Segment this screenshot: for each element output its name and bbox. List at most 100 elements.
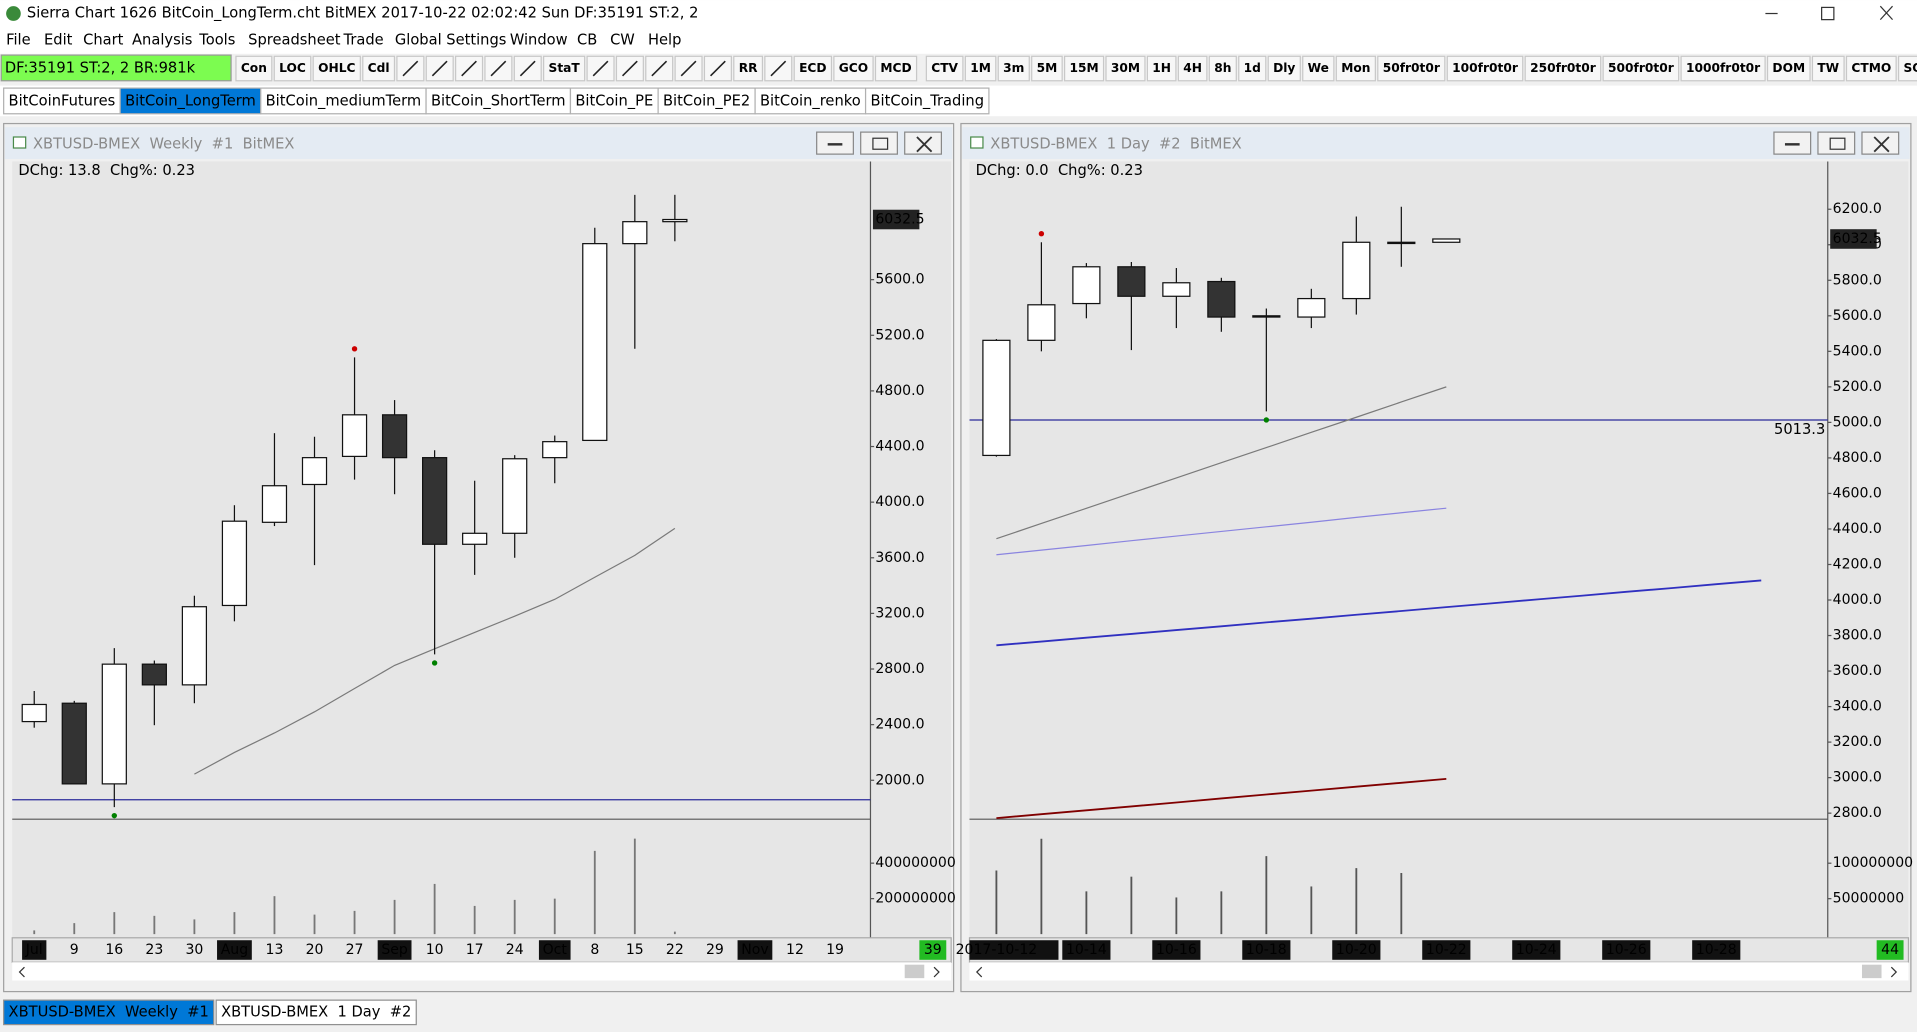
toolbar-button-label: 4H <box>1183 61 1202 75</box>
toolbar-button[interactable] <box>733 55 764 82</box>
date-label: 10 <box>426 942 444 958</box>
icon-glyph <box>592 60 609 77</box>
scroll-arrow-left[interactable] <box>975 966 983 978</box>
window-button[interactable] <box>816 131 854 155</box>
date-label: Nov <box>741 942 768 958</box>
chartbook-tab[interactable] <box>119 87 262 115</box>
scroll-arrow-right[interactable] <box>933 966 940 978</box>
toolbar-button[interactable] <box>997 55 1030 82</box>
window-button[interactable] <box>860 131 898 155</box>
menu-bar <box>0 26 1917 54</box>
scroll-thumb[interactable] <box>904 964 925 979</box>
menu-item[interactable]: Global Settings <box>395 31 507 48</box>
scroll-arrow-left[interactable] <box>18 966 25 978</box>
toolbar-button[interactable] <box>1238 55 1267 82</box>
toolbar-button-label: MCD <box>880 61 911 75</box>
icon-button[interactable] <box>645 55 674 82</box>
toolbar-button[interactable] <box>1602 55 1680 82</box>
toolbar-button[interactable] <box>1146 55 1177 82</box>
toolbar-button-label: Mon <box>1341 61 1370 75</box>
menu-item[interactable]: CB <box>577 31 597 48</box>
y-tick-label: 3400.0 <box>1833 699 1882 715</box>
menu-item[interactable]: Trade <box>343 31 384 48</box>
candle-body <box>381 414 408 459</box>
toolbar-button[interactable] <box>1377 55 1446 82</box>
chartbook-tab[interactable] <box>754 87 867 115</box>
toolbar-button[interactable] <box>1811 55 1845 82</box>
toolbar-button[interactable] <box>964 55 997 82</box>
toolbar-button[interactable] <box>1105 55 1146 82</box>
toolbar-button[interactable] <box>1267 55 1301 82</box>
study-line <box>996 579 1762 647</box>
toolbar-button[interactable] <box>1524 55 1602 82</box>
icon-glyph <box>461 60 477 77</box>
menu-item[interactable]: File <box>6 31 31 48</box>
toolbar-button[interactable] <box>1302 55 1335 82</box>
y-tick-label: 4000.0 <box>875 494 924 510</box>
restore-button[interactable] <box>1821 6 1835 21</box>
toolbar-button[interactable] <box>874 55 918 82</box>
chartbook-tab[interactable] <box>657 87 756 115</box>
toolbar-button[interactable] <box>273 55 312 82</box>
toolbar-button[interactable] <box>362 55 396 82</box>
chart-header <box>4 127 953 160</box>
scrollbar[interactable] <box>969 962 1909 981</box>
toolbar-button[interactable] <box>1031 55 1063 82</box>
chart-info: DChg: 0.0 Chg%: 0.23 <box>976 162 1143 179</box>
chartbook-tab[interactable] <box>425 87 572 115</box>
close-button[interactable] <box>1879 5 1894 21</box>
chart-tab[interactable] <box>3 999 215 1026</box>
toolbar-button[interactable] <box>833 55 874 82</box>
toolbar-button[interactable] <box>793 55 833 82</box>
menu-item[interactable]: CW <box>610 31 635 48</box>
y-tick-label: 4400.0 <box>875 439 924 455</box>
toolbar-button[interactable] <box>1845 55 1897 82</box>
toolbar-button-label: LOC <box>279 61 306 75</box>
y-tick-label: 5600.0 <box>1833 308 1882 324</box>
toolbar-button[interactable] <box>1208 55 1237 82</box>
date-label: 10-20 <box>1336 942 1377 958</box>
y-tick-label: 6200.0 <box>1833 201 1882 217</box>
chartbook-tab[interactable] <box>260 87 427 115</box>
menu-item[interactable]: Chart <box>83 31 124 48</box>
y-tick-label: 4000.0 <box>1833 592 1882 608</box>
icon-button[interactable] <box>674 55 703 82</box>
menu-item[interactable]: Edit <box>44 31 73 48</box>
chartbook-tab[interactable] <box>864 87 990 115</box>
chart-tab[interactable] <box>215 999 417 1026</box>
menu-item[interactable]: Spreadsheet <box>248 31 341 48</box>
toolbar-button[interactable] <box>1063 55 1105 82</box>
date-label-box <box>1602 940 1651 960</box>
toolbar-button[interactable] <box>1177 55 1208 82</box>
toolbar-button[interactable] <box>1766 55 1811 82</box>
date-label: 29 <box>706 942 724 958</box>
toolbar-button[interactable] <box>543 55 586 82</box>
toolbar-button-label: TW <box>1817 61 1839 75</box>
toolbar-button-label: 15M <box>1069 61 1098 75</box>
toolbar-button[interactable] <box>1897 55 1917 82</box>
last-price-tag <box>872 209 920 230</box>
toolbar-button[interactable] <box>925 55 964 82</box>
scroll-thumb[interactable] <box>1861 964 1882 979</box>
scroll-arrow-right[interactable] <box>1890 966 1898 978</box>
toolbar-button[interactable] <box>235 55 273 82</box>
toolbar-button[interactable] <box>1335 55 1376 82</box>
chartbook-tab[interactable] <box>569 87 659 115</box>
menu-item[interactable]: Analysis <box>132 31 192 48</box>
window-button[interactable] <box>1773 131 1812 155</box>
icon-glyph <box>710 60 726 77</box>
date-label-box <box>1152 940 1201 960</box>
scrollbar[interactable] <box>12 962 952 981</box>
menu-item[interactable]: Tools <box>198 31 235 48</box>
menu-item[interactable]: Help <box>648 31 681 48</box>
toolbar-button[interactable] <box>1680 55 1766 82</box>
toolbar-button[interactable] <box>1446 55 1524 82</box>
toolbar-button[interactable] <box>312 55 361 82</box>
window-button[interactable] <box>1817 131 1856 155</box>
bar-counter: 39 <box>924 942 942 958</box>
date-label: 10-28 <box>1696 942 1737 958</box>
menu-item[interactable]: Window <box>510 31 568 48</box>
candle-body <box>1027 304 1056 341</box>
date-label: 19 <box>826 942 844 958</box>
